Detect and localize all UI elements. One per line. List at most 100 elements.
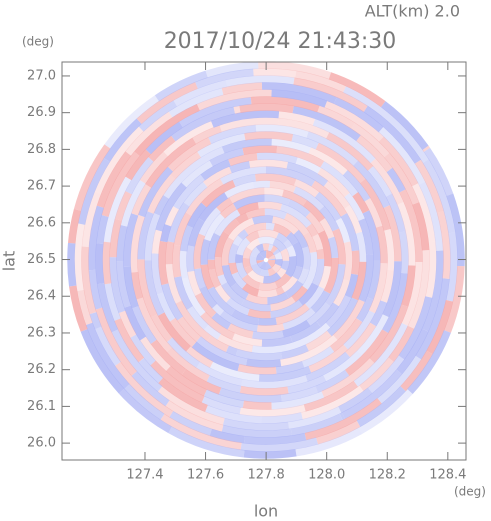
echo-cell: [364, 197, 383, 228]
echo-cell: [229, 160, 251, 174]
echo-cell: [275, 361, 305, 375]
echo-cell: [154, 70, 208, 102]
echo-cell: [257, 229, 279, 240]
echo-cell: [151, 253, 164, 295]
echo-cell: [267, 243, 274, 252]
echo-cell: [264, 208, 288, 220]
echo-cell: [138, 166, 174, 218]
echo-cell: [251, 344, 287, 354]
echo-cell: [324, 263, 346, 307]
echo-cell: [114, 361, 174, 418]
echo-cell: [74, 223, 86, 292]
echo-cell: [158, 240, 169, 286]
echo-cell: [175, 300, 212, 342]
echo-cell: [245, 208, 266, 220]
echo-cell: [363, 105, 422, 164]
echo-cell: [278, 110, 316, 126]
echo-cell: [344, 192, 366, 222]
echo-cell: [208, 124, 257, 144]
echo-cell: [356, 386, 406, 427]
echo-cell: [235, 253, 244, 264]
echo-cell: [196, 336, 248, 366]
echo-cell: [168, 426, 245, 458]
echo-cell: [314, 191, 342, 222]
echo-cell: [206, 375, 242, 394]
echo-cell: [257, 288, 278, 298]
echo-cell: [104, 283, 122, 322]
echo-cell: [146, 174, 176, 214]
echo-cell: [290, 413, 343, 436]
echo-cell: [359, 178, 391, 231]
echo-cell: [179, 225, 194, 252]
echo-cell: [356, 297, 374, 323]
y-tick-label: 26.5: [27, 252, 56, 267]
echo-cell: [342, 241, 353, 281]
echo-cell: [130, 214, 146, 273]
echo-cell: [114, 318, 145, 363]
echo-cell: [274, 273, 292, 289]
y-unit: (deg): [22, 35, 54, 49]
echo-cell: [282, 238, 293, 249]
echo-cell: [327, 236, 339, 259]
echo-pattern: [67, 61, 465, 459]
echo-cell: [109, 218, 123, 258]
echo-cell: [200, 264, 215, 290]
echo-cell: [89, 312, 102, 330]
echo-cell: [318, 265, 332, 290]
echo-cell: [386, 167, 406, 193]
echo-cell: [101, 151, 140, 218]
echo-cell: [96, 151, 132, 208]
echo-cell: [323, 257, 339, 294]
echo-cell: [151, 229, 163, 254]
echo-cell: [179, 250, 189, 279]
echo-cell: [342, 169, 371, 202]
echo-cell: [293, 77, 368, 113]
echo-cell: [245, 358, 282, 368]
echo-cell: [310, 290, 331, 314]
echo-cell: [280, 345, 323, 367]
echo-cell: [344, 329, 389, 376]
x-tick-label: 128.4: [429, 468, 466, 483]
echo-cell: [333, 96, 384, 133]
echo-cell: [130, 271, 144, 300]
echo-cell: [88, 205, 104, 271]
y-tick-label: 26.9: [27, 105, 56, 120]
echo-cell: [398, 296, 433, 360]
echo-cell: [292, 105, 361, 142]
echo-cell: [345, 322, 377, 358]
echo-cell: [281, 275, 299, 293]
echo-cell: [193, 268, 207, 289]
echo-cell: [67, 208, 82, 244]
echo-cell: [325, 295, 352, 328]
echo-cell: [166, 337, 201, 369]
echo-cell: [275, 303, 310, 325]
echo-cell: [341, 369, 403, 420]
echo-cell: [407, 250, 430, 329]
echo-cell: [383, 152, 420, 205]
echo-cell: [125, 111, 173, 156]
y-tick-label: 26.2: [27, 362, 56, 377]
echo-cell: [267, 259, 276, 268]
echo-cell: [176, 316, 202, 343]
echo-cell: [382, 272, 409, 334]
echo-cell: [172, 244, 182, 278]
echo-cell: [201, 179, 236, 208]
echo-cell: [221, 281, 245, 306]
echo-cell: [211, 303, 225, 316]
echo-cell: [240, 437, 319, 452]
echo-cell: [185, 178, 224, 217]
echo-cell: [228, 152, 258, 167]
echo-cell: [271, 138, 312, 154]
echo-cell: [235, 212, 249, 225]
echo-cell: [267, 254, 276, 260]
echo-cell: [423, 147, 454, 197]
echo-cell: [155, 182, 187, 232]
echo-cell: [206, 335, 229, 353]
echo-cell: [358, 254, 374, 303]
echo-cell: [321, 357, 375, 398]
echo-cell: [378, 136, 419, 187]
echo-cell: [210, 110, 280, 128]
echo-cell: [304, 397, 382, 441]
echo-cell: [214, 230, 230, 258]
echo-cell: [340, 212, 360, 252]
